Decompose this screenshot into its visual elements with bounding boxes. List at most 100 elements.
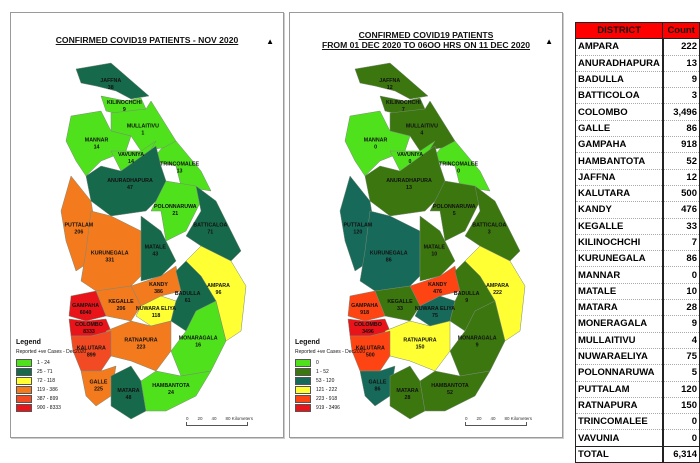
- district-ratnapura: [105, 320, 172, 372]
- district-value-label: 52: [447, 390, 453, 396]
- legend-label: 223 - 918: [316, 395, 338, 402]
- legend-item: 387 - 899: [16, 394, 86, 403]
- district-name-label: MONARAGALA: [458, 335, 497, 341]
- legend-item: 0: [295, 358, 365, 367]
- district-value-label: 4: [420, 131, 423, 137]
- district-value-label: 7: [402, 107, 405, 113]
- district-cell: MATARA: [574, 299, 663, 317]
- district-name-label: AMPARA: [486, 283, 509, 289]
- table-row: MATALE 10: [574, 283, 700, 301]
- count-cell: 0: [661, 429, 700, 447]
- district-map: JAFFNA12KILINOCHCHI7MULLAITIVU4MANNAR0VA…: [339, 62, 526, 420]
- district-name-label: KANDY: [428, 282, 447, 288]
- legend-item: 223 - 918: [295, 394, 365, 403]
- district-name-label: TRINCOMALEE: [160, 161, 199, 167]
- district-value-label: 3496: [362, 329, 374, 335]
- district-kalutara: [349, 330, 391, 372]
- district-name-label: KILINOCHCHI: [107, 100, 142, 106]
- district-cell: BATTICOLOA: [574, 87, 663, 105]
- district-name-label: MANNAR: [364, 138, 388, 144]
- district-value-label: 120: [353, 229, 362, 235]
- district-name-label: HAMBANTOTA: [431, 383, 469, 389]
- district-kalutara: [70, 330, 112, 372]
- district-cell: MATALE: [574, 283, 663, 301]
- north-arrow-icon: ▲: [545, 37, 553, 46]
- scale-tick-label: 40: [490, 416, 496, 421]
- district-monaragala: [449, 300, 506, 377]
- district-name-label: GALLE: [369, 379, 387, 385]
- count-cell: 9: [661, 315, 700, 333]
- scale-bar-line: [465, 422, 527, 426]
- district-value-label: 476: [433, 289, 442, 295]
- count-cell: 3: [661, 87, 700, 105]
- district-value-label: 9: [476, 342, 479, 348]
- table-row: KILINOCHCHI 7: [574, 234, 700, 252]
- district-value-label: 150: [416, 344, 425, 350]
- count-cell: 3,496: [661, 103, 700, 121]
- count-cell: 120: [661, 381, 700, 398]
- district-name-label: GALLE: [90, 379, 108, 385]
- district-value-label: 43: [152, 252, 158, 258]
- district-name-label: RATNAPURA: [403, 337, 436, 343]
- district-value-label: 71: [207, 229, 213, 235]
- legend-label: 900 - 8333: [37, 404, 61, 411]
- district-name-label: KILINOCHCHI: [386, 100, 421, 106]
- table-row: GAMPAHA 918: [574, 136, 700, 154]
- district-name-label: MATALE: [424, 245, 446, 251]
- scale-tick-label: 0: [465, 416, 468, 421]
- legend-subtitle: Reported +ve Cases - Dec2020: [295, 349, 366, 355]
- district-value-label: 918: [360, 310, 369, 316]
- table-row: COLOMBO 3,496: [574, 103, 700, 121]
- district-value-label: 206: [74, 229, 83, 235]
- district-name-label: PUTTALAM: [64, 222, 93, 228]
- legend-subtitle: Reported +ve Cases - Dec2020: [16, 349, 87, 355]
- district-value-label: 0: [409, 159, 412, 165]
- legend-item: 121 - 222: [295, 385, 365, 394]
- district-value-label: 16: [195, 342, 201, 348]
- district-cell: KALUTARA: [574, 185, 663, 203]
- legend-title: Legend: [295, 339, 320, 346]
- district-value-label: 5: [453, 211, 456, 217]
- legend-item: 900 - 8333: [16, 403, 86, 412]
- district-trincomalee: [150, 140, 212, 192]
- table-row: KURUNEGALA 86: [574, 250, 700, 268]
- district-value-label: 21: [172, 211, 178, 217]
- district-value-label: 9: [123, 107, 126, 113]
- district-name-label: NUWARA ELIYA: [136, 306, 176, 312]
- legend-swatch: [295, 367, 311, 376]
- scale-bar: 0 20 40 80 Kilometers: [465, 416, 532, 426]
- district-name-label: POLONNARUWA: [154, 204, 197, 210]
- table-row: MANNAR 0: [574, 266, 700, 284]
- district-matale: [140, 215, 177, 282]
- district-name-label: NUWARA ELIYA: [415, 306, 455, 312]
- legend-label: 919 - 3496: [316, 404, 340, 411]
- district-cell: MANNAR: [574, 266, 663, 284]
- district-gampaha: [347, 290, 386, 322]
- scale-tick-label: 20: [197, 416, 203, 421]
- district-name-label: KANDY: [149, 282, 168, 288]
- count-cell: 86: [661, 250, 700, 268]
- count-cell: 6,314: [661, 445, 700, 463]
- district-name-label: GAMPAHA: [72, 303, 99, 309]
- header-count: Count: [662, 21, 700, 40]
- district-name-label: MANNAR: [85, 138, 109, 144]
- district-monaragala: [170, 300, 227, 377]
- legend-label: 121 - 222: [316, 386, 338, 393]
- district-value-label: 223: [137, 344, 146, 350]
- count-cell: 0: [661, 266, 700, 284]
- table-row: GALLE 86: [574, 120, 700, 138]
- count-cell: 0: [661, 413, 700, 431]
- district-matale: [419, 215, 456, 282]
- district-value-label: 8333: [83, 329, 95, 335]
- district-value-label: 0: [457, 168, 460, 174]
- district-value-label: 3: [488, 229, 491, 235]
- district-jaffna: [75, 62, 150, 100]
- district-value-label: 12: [387, 85, 393, 91]
- district-name-label: MULLAITIVU: [406, 124, 438, 130]
- legend-swatch: [16, 403, 32, 412]
- table-row: JAFFNA 12: [574, 169, 700, 186]
- district-name-label: KURUNEGALA: [91, 250, 129, 256]
- scale-tick-label: 20: [476, 416, 482, 421]
- table-row: ANURADHAPURA 13: [574, 55, 700, 72]
- district-value-label: 222: [493, 290, 502, 296]
